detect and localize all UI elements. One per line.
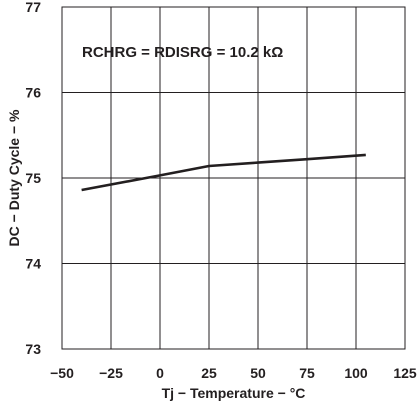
x-tick-label: 25 <box>201 365 217 381</box>
x-tick-label: 0 <box>156 365 164 381</box>
plot-frame <box>61 6 406 350</box>
x-tick-label: 125 <box>393 365 417 381</box>
y-tick-label: 73 <box>25 341 41 357</box>
x-axis-label: Tj − Temperature − °C <box>162 385 306 401</box>
series-line <box>81 153 366 192</box>
y-axis-label: DC − Duty Cycle − % <box>6 109 22 246</box>
series-layer <box>81 153 366 192</box>
y-tick-label: 76 <box>25 85 41 101</box>
y-tick-label: 77 <box>25 0 41 15</box>
y-tick-labels: 73 74 75 76 77 <box>25 0 41 357</box>
y-tick-label: 74 <box>25 256 41 272</box>
x-tick-labels: −50 −25 0 25 50 75 100 125 <box>50 365 417 381</box>
x-tick-label: 50 <box>250 365 266 381</box>
y-tick-label: 75 <box>25 170 41 186</box>
x-tick-label: 100 <box>344 365 368 381</box>
x-tick-label: −25 <box>99 365 123 381</box>
chart-annotation: RCHRG = RDISRG = 10.2 kΩ <box>82 44 283 61</box>
x-tick-label: 75 <box>299 365 315 381</box>
x-tick-label: −50 <box>50 365 74 381</box>
